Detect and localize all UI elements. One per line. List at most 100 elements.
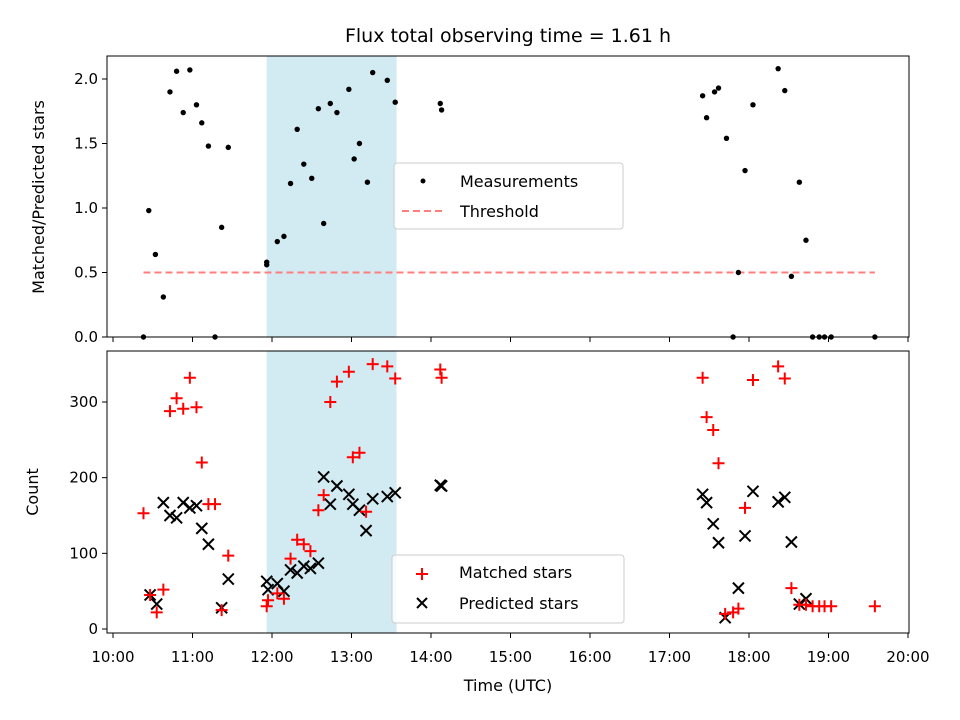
count-y-tick-label: 200 [69,469,98,487]
matched-point [346,451,359,464]
matched-point [190,401,203,414]
legend-measurements-marker [420,178,426,184]
count-y-axis-label: Count [23,468,42,516]
x-tick-label: 19:00 [807,648,850,666]
matched-point [144,588,157,601]
measurement-point [264,259,270,265]
matched-point [342,365,355,378]
ratio-shaded-region [266,56,397,337]
matched-point [434,363,447,376]
ratio-axes-frame [106,55,910,338]
matched-point [696,371,709,384]
ratio-legend: Measurements Threshold [393,162,624,230]
matched-point [170,392,183,405]
legend-predicted-marker [416,597,428,609]
predicted-point [163,509,177,522]
count-axes-frame [106,350,910,634]
predicted-point [381,490,394,503]
measurement-point [703,115,710,121]
predicted-point [277,584,291,598]
measurement-point [281,233,287,240]
predicted-point [696,488,709,501]
ratio-panel: Flux total observing time = 1.61 h 0.0 0.… [29,25,910,346]
count-panel: 0 100 200 300 10:00 11:00 12:00 13:00 14:00 15:00… [23,350,930,695]
count-y-tick-label: 0 [88,620,98,638]
predicted-point [195,522,208,535]
measurement-point [315,105,322,112]
measurement-point [437,100,443,107]
predicted-point [170,511,183,524]
measurement-point [392,99,398,105]
x-tick-label: 17:00 [648,648,691,666]
matched-point [150,606,163,619]
matched-point [799,598,812,611]
count-legend-box [391,554,625,624]
measurement-point [384,77,390,83]
measurement-point [187,67,193,73]
predicted-point [435,479,448,493]
measurement-point [205,143,212,149]
matched-point [778,372,791,385]
matched-point [746,374,759,387]
predicted-point [799,592,813,605]
x-tick-label: 12:00 [250,648,293,666]
predicted-point [312,556,325,570]
predicted-point [732,581,745,595]
matched-point [209,498,222,511]
predicted-point [297,559,311,573]
predicted-point [778,491,791,504]
chart-title: Flux total observing time = 1.61 h [345,25,671,47]
matched-point [137,507,150,520]
matched-point [389,372,402,385]
measurement-point [351,156,357,162]
measurement-point [218,224,225,231]
measurement-point [146,207,152,214]
x-tick-label: 14:00 [409,648,452,666]
predicted-point [359,524,373,537]
predicted-point [771,495,785,509]
measurement-point [356,140,363,147]
ratio-y-tick-label: 2.0 [74,70,98,88]
ratio-y-tick-label: 0.0 [74,328,98,346]
predicted-point [284,563,297,577]
predicted-point [304,562,317,575]
measurement-point [711,89,718,95]
legend-predicted-label: Predicted stars [459,594,579,613]
measurement-point [796,179,803,185]
predicted-point [183,501,197,515]
matched-point [317,489,330,502]
matched-point [825,600,838,613]
measurement-point [723,135,730,142]
x-tick-label: 11:00 [171,648,214,666]
x-tick-label: 20:00 [886,648,929,666]
predicted-point [389,486,402,500]
measurement-point [750,102,756,108]
x-tick-label: 15:00 [489,648,532,666]
predicted-point [738,529,752,543]
matched-point [304,545,317,558]
predicted-point [190,499,203,512]
matched-point [324,396,337,408]
count-y-tick-label: 300 [69,393,98,411]
x-tick-label: 16:00 [568,648,611,666]
predicted-point [202,538,215,551]
measurement-point [788,273,795,280]
matched-point [222,549,235,562]
measurement-point [152,251,159,258]
ratio-y-tick-label: 1.0 [74,199,98,217]
matched-point [183,371,196,384]
ratio-y-tick-label: 0.5 [74,264,98,282]
matched-point [271,587,284,600]
measurement-point [438,107,445,113]
legend-measurements-label: Measurements [460,172,578,191]
matched-point [157,583,170,596]
legend-threshold-label: Threshold [459,202,539,221]
matched-point [163,405,176,418]
measurement-point [699,93,706,99]
predicted-point [324,497,337,511]
count-shaded-region [266,351,397,633]
predicted-point [707,517,720,531]
matched-point [868,600,881,613]
predicted-point [746,485,760,498]
matched-point [707,423,720,436]
